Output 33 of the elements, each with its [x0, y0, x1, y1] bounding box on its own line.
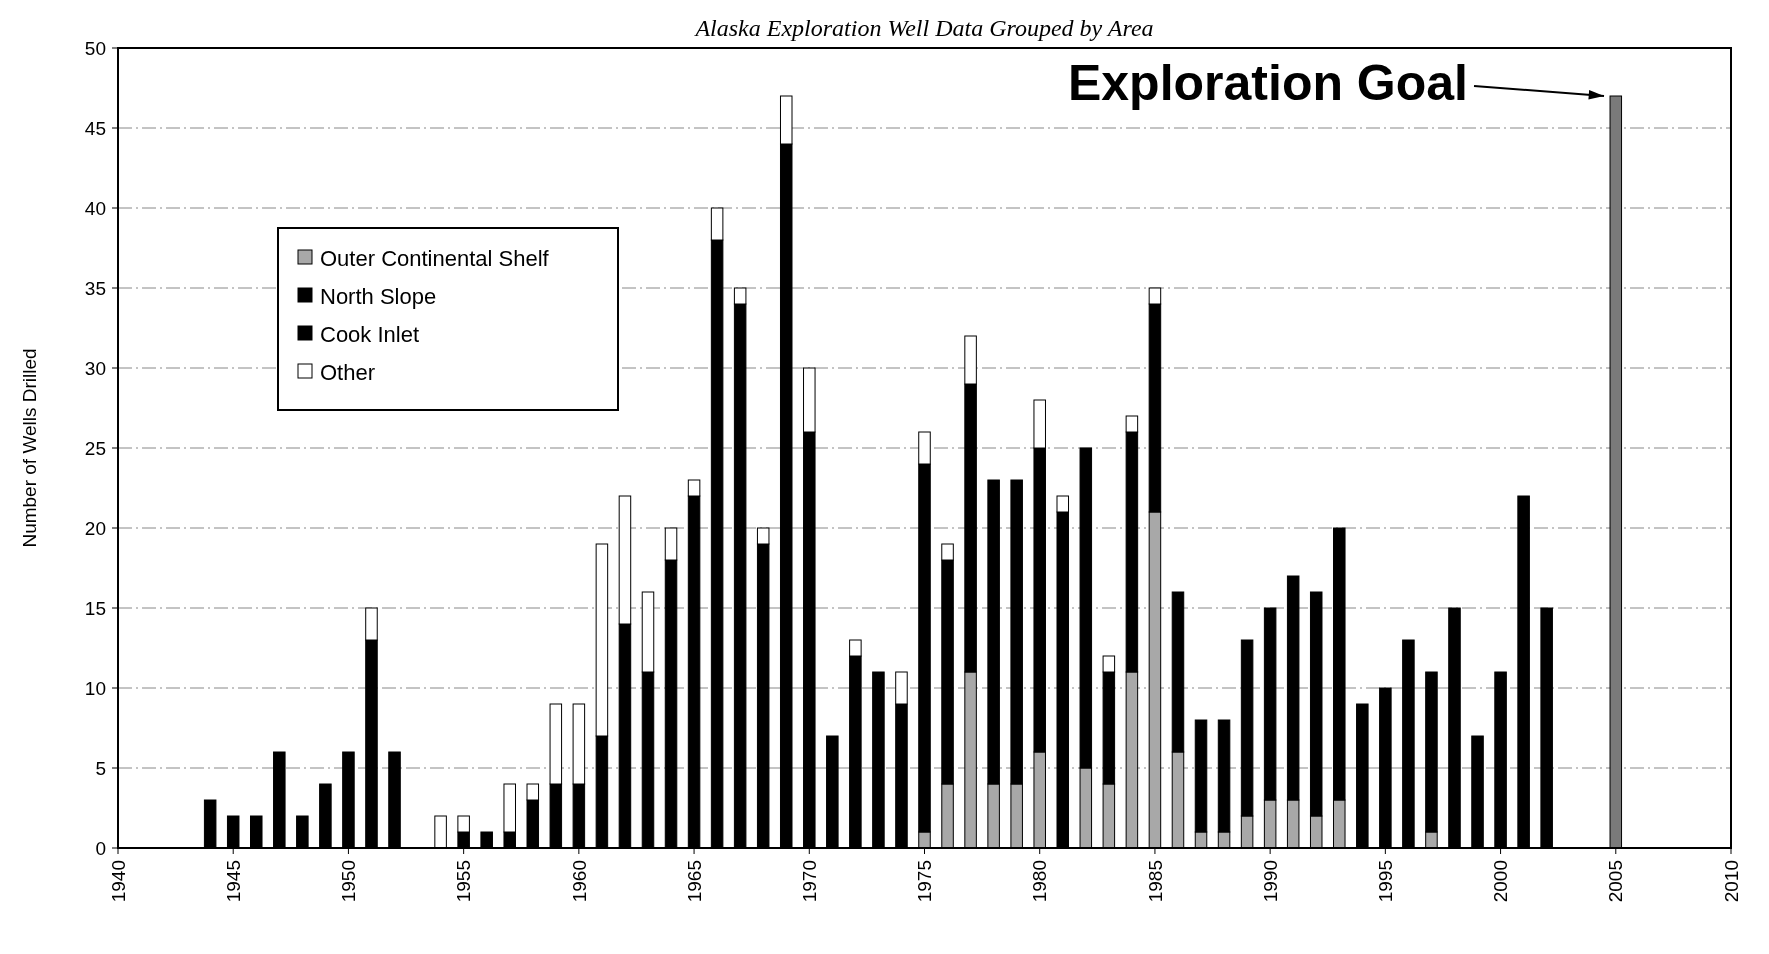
- y-axis-title: Number of Wells Drilled: [19, 348, 40, 548]
- y-tick-label: 10: [84, 677, 106, 699]
- chart-title: Alaska Exploration Well Data Grouped by Area: [693, 15, 1154, 41]
- legend-label: Cook Inlet: [320, 321, 420, 347]
- annotation: Exploration Goal: [1067, 55, 1469, 111]
- y-tick-label: 0: [95, 837, 106, 859]
- y-tick-label: 15: [84, 597, 106, 619]
- y-tick-label: 50: [84, 37, 106, 59]
- x-tick-label: 1990: [1259, 860, 1281, 903]
- x-tick-label: 2005: [1605, 860, 1627, 903]
- y-tick-label: 25: [84, 437, 106, 459]
- legend-label: North Slope: [320, 283, 437, 309]
- x-tick-label: 1995: [1375, 860, 1397, 903]
- x-tick-label: 1965: [683, 860, 705, 903]
- y-tick-label: 40: [84, 197, 106, 219]
- x-tick-label: 1950: [338, 860, 360, 903]
- x-tick-label: 2010: [1720, 860, 1742, 903]
- y-tick-label: 5: [95, 757, 106, 779]
- x-tick-label: 1980: [1029, 860, 1051, 903]
- x-tick-label: 1970: [798, 860, 820, 903]
- legend-label: Outer Continental Shelf: [320, 245, 550, 271]
- x-tick-label: 1975: [914, 860, 936, 903]
- y-tick-label: 20: [84, 517, 106, 539]
- x-tick-label: 1960: [568, 860, 590, 903]
- x-tick-label: 1940: [107, 860, 129, 903]
- x-tick-label: 1985: [1144, 860, 1166, 903]
- x-tick-label: 1955: [453, 860, 475, 903]
- legend-label: Other: [320, 359, 376, 385]
- y-tick-label: 35: [84, 277, 106, 299]
- x-tick-label: 1945: [222, 860, 244, 903]
- y-tick-label: 30: [84, 357, 106, 379]
- y-tick-label: 45: [84, 117, 106, 139]
- x-tick-label: 2000: [1490, 860, 1512, 903]
